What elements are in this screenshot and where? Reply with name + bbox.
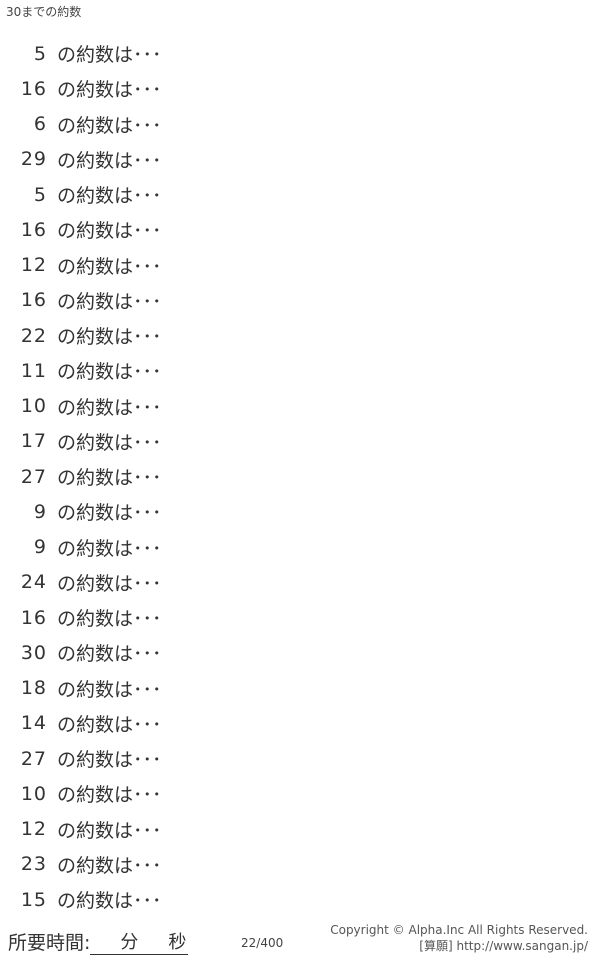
copyright-text: Copyright © Alpha.Inc All Rights Reserve… <box>330 923 588 937</box>
question-row: 24 の約数は･･･ <box>0 565 162 600</box>
question-text: の約数は･･･ <box>57 572 162 595</box>
question-number: 22 <box>20 324 47 347</box>
question-number: 12 <box>20 818 47 841</box>
question-number: 16 <box>20 77 47 100</box>
question-number: 14 <box>20 712 47 735</box>
question-number: 16 <box>20 289 47 312</box>
question-number: 27 <box>20 747 47 770</box>
question-text: の約数は･･･ <box>57 643 162 666</box>
question-row: 9 の約数は･･･ <box>0 530 162 565</box>
copyright: Copyright © Alpha.Inc All Rights Reserve… <box>330 922 588 954</box>
question-row: 16 の約数は･･･ <box>0 283 162 318</box>
question-number: 24 <box>20 571 47 594</box>
question-text: の約数は･･･ <box>57 819 162 842</box>
question-number: 16 <box>20 218 47 241</box>
question-row: 6 の約数は･･･ <box>0 107 162 142</box>
question-text: の約数は･･･ <box>57 678 162 701</box>
question-text: の約数は･･･ <box>57 502 162 525</box>
worksheet-title: 30までの約数 <box>6 5 82 19</box>
question-row: 14 の約数は･･･ <box>0 706 162 741</box>
question-row: 5 の約数は･･･ <box>0 177 162 212</box>
question-number: 10 <box>20 395 47 418</box>
question-row: 16 の約数は･･･ <box>0 71 162 106</box>
question-text: の約数は･･･ <box>57 361 162 384</box>
question-number: 5 <box>33 42 47 65</box>
question-text: の約数は･･･ <box>57 149 162 172</box>
question-row: 12 の約数は･･･ <box>0 248 162 283</box>
question-row: 27 の約数は･･･ <box>0 459 162 494</box>
time-taken: 所要時間: 分 秒 <box>8 928 189 955</box>
question-row: 10 の約数は･･･ <box>0 776 162 811</box>
site-link[interactable]: [算願] http://www.sangan.jp/ <box>419 939 588 953</box>
question-number: 17 <box>20 430 47 453</box>
question-text: の約数は･･･ <box>57 749 162 772</box>
question-text: の約数は･･･ <box>57 220 162 243</box>
question-number: 30 <box>20 641 47 664</box>
question-row: 22 の約数は･･･ <box>0 318 162 353</box>
question-row: 5 の約数は･･･ <box>0 36 162 71</box>
page-number: 22/400 <box>241 936 284 950</box>
question-number: 9 <box>33 500 47 523</box>
question-text: の約数は･･･ <box>57 326 162 349</box>
question-number: 29 <box>20 148 47 171</box>
question-text: の約数は･･･ <box>57 290 162 313</box>
question-text: の約数は･･･ <box>57 396 162 419</box>
question-number: 15 <box>20 888 47 911</box>
question-number: 10 <box>20 782 47 805</box>
question-number: 16 <box>20 606 47 629</box>
minutes-label: 分 <box>120 932 139 953</box>
question-text: の約数は･･･ <box>57 255 162 278</box>
question-row: 16 の約数は･･･ <box>0 600 162 635</box>
question-text: の約数は･･･ <box>57 467 162 490</box>
time-label: 所要時間: <box>8 932 91 954</box>
question-text: の約数は･･･ <box>57 431 162 454</box>
question-text: の約数は･･･ <box>57 537 162 560</box>
question-number: 18 <box>20 677 47 700</box>
question-text: の約数は･･･ <box>57 608 162 631</box>
question-text: の約数は･･･ <box>57 44 162 67</box>
question-number: 5 <box>33 183 47 206</box>
question-text: の約数は･･･ <box>57 854 162 877</box>
question-text: の約数は･･･ <box>57 185 162 208</box>
question-row: 29 の約数は･･･ <box>0 142 162 177</box>
question-row: 9 の約数は･･･ <box>0 494 162 529</box>
time-answer-line: 分 秒 <box>90 932 189 955</box>
question-number: 9 <box>33 536 47 559</box>
question-row: 10 の約数は･･･ <box>0 389 162 424</box>
question-row: 17 の約数は･･･ <box>0 424 162 459</box>
question-row: 11 の約数は･･･ <box>0 353 162 388</box>
question-number: 12 <box>20 254 47 277</box>
question-text: の約数は･･･ <box>57 114 162 137</box>
question-text: の約数は･･･ <box>57 890 162 913</box>
question-row: 12 の約数は･･･ <box>0 812 162 847</box>
question-row: 23 の約数は･･･ <box>0 847 162 882</box>
question-number: 11 <box>20 359 47 382</box>
question-number: 27 <box>20 465 47 488</box>
question-number: 23 <box>20 853 47 876</box>
question-number: 6 <box>33 113 47 136</box>
question-row: 15 の約数は･･･ <box>0 882 162 917</box>
seconds-label: 秒 <box>168 932 187 953</box>
question-row: 16 の約数は･･･ <box>0 212 162 247</box>
question-text: の約数は･･･ <box>57 79 162 102</box>
question-text: の約数は･･･ <box>57 784 162 807</box>
question-row: 18 の約数は･･･ <box>0 671 162 706</box>
question-text: の約数は･･･ <box>57 713 162 736</box>
question-row: 27 の約数は･･･ <box>0 741 162 776</box>
question-list: 5 の約数は･･･ 16 の約数は･･･ 6 の約数は･･･ 29 の約数は･･･ 5 の約数は･… <box>0 36 162 917</box>
question-row: 30 の約数は･･･ <box>0 635 162 670</box>
